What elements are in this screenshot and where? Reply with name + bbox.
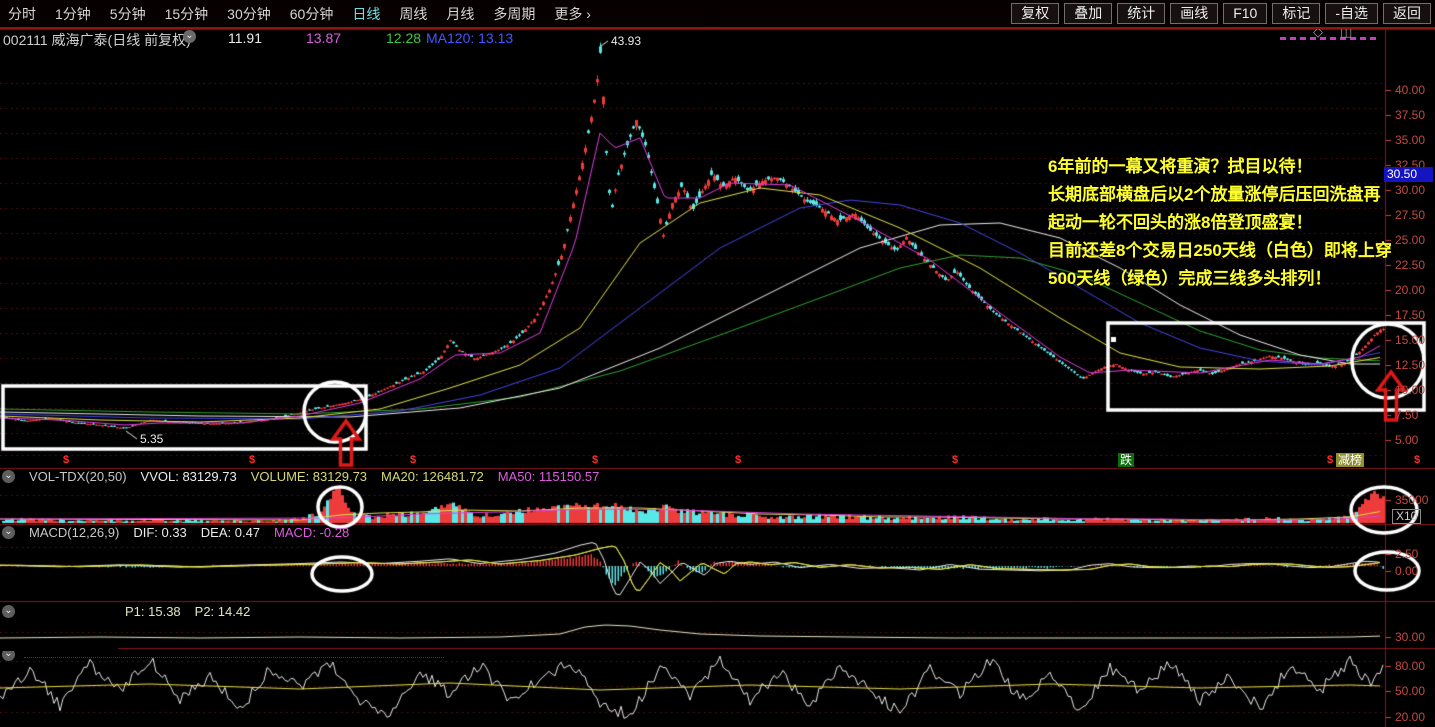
- y-axis-label: 2.50: [1395, 547, 1419, 561]
- dividend-marker-icon: $: [592, 454, 599, 466]
- close-value: 11.91: [228, 30, 262, 46]
- back-button[interactable]: 返回: [1383, 3, 1431, 24]
- y-axis-label: 30.00: [1395, 630, 1426, 644]
- note-line: 长期底部横盘后以2个放量涨停后压回洗盘再: [1048, 185, 1381, 204]
- tab-more[interactable]: 更多 ›: [554, 5, 591, 22]
- y-axis-label: 80.00: [1395, 659, 1426, 673]
- stats-button[interactable]: 统计: [1117, 3, 1166, 24]
- toolbar-buttons: 复权 叠加 统计 画线 F10 标记 -自选 返回: [1011, 3, 1435, 24]
- y-axis-label: 7.50: [1395, 408, 1419, 422]
- vol-ma50-value: MA50: 115150.57: [497, 469, 600, 484]
- y-axis-label: 20.00: [1395, 710, 1426, 724]
- tab-30min[interactable]: 30分钟: [227, 5, 271, 22]
- tab-weekly[interactable]: 周线: [399, 5, 428, 22]
- tab-5min[interactable]: 5分钟: [109, 5, 146, 22]
- drawline-button[interactable]: 画线: [1170, 3, 1219, 24]
- y-axis-label: 12.50: [1395, 358, 1426, 372]
- y-axis-label: 17.50: [1395, 308, 1426, 322]
- p1-value: P1: 15.38: [125, 604, 181, 619]
- y-axis-label: 5.00: [1395, 433, 1419, 447]
- ma-green-value: 12.28: [386, 30, 422, 46]
- watermark-diamond-icon: ◇: [1313, 24, 1323, 39]
- low-price-label: 5.35: [140, 432, 164, 446]
- note-line: 6年前的一幕又将重演？拭目以待！: [1048, 157, 1313, 176]
- peak-price-label: 43.93: [611, 34, 642, 48]
- chevron-down-icon[interactable]: ⌄: [2, 648, 15, 661]
- y-axis-label: 22.50: [1395, 258, 1426, 272]
- note-line: 500天线（绿色）完成三线多头排列！: [1048, 269, 1332, 288]
- dividend-marker-icon: $: [1327, 454, 1334, 466]
- chevron-down-icon[interactable]: ⌄: [183, 30, 196, 43]
- macd-indicator-name[interactable]: MACD(12,26,9): [29, 525, 120, 540]
- tab-15min[interactable]: 15分钟: [164, 5, 209, 22]
- stock-title[interactable]: 002111 威海广泰(日线 前复权): [3, 32, 191, 48]
- note-line: 目前还差8个交易日250天线（白色）即将上穿: [1048, 241, 1392, 260]
- dividend-marker-icon: $: [63, 454, 70, 466]
- overlay-button[interactable]: 叠加: [1064, 3, 1113, 24]
- p2-value: P2: 14.42: [194, 604, 251, 619]
- tab-fenshi[interactable]: 分时: [8, 5, 36, 22]
- tab-60min[interactable]: 60分钟: [289, 5, 334, 22]
- tab-daily[interactable]: 日线: [352, 5, 381, 22]
- remove-watchlist-button[interactable]: -自选: [1325, 3, 1378, 24]
- note-line: 起动一轮不回头的涨8倍登顶盛宴！: [1048, 213, 1313, 232]
- dividend-marker-icon: $: [1414, 454, 1421, 466]
- dividend-marker-icon: $: [735, 454, 742, 466]
- y-axis-label: 35000: [1395, 493, 1429, 507]
- macd-header: ⌄ MACD(12,26,9) DIF: 0.33 DEA: 0.47 MACD…: [2, 525, 349, 540]
- y-axis-label: 30.00: [1395, 183, 1426, 197]
- redacted-box: [20, 604, 120, 619]
- y-axis-label: 37.50: [1395, 108, 1426, 122]
- period-tabs: 分时 1分钟 5分钟 15分钟 30分钟 60分钟 日线 周线 月线 多周期 更…: [0, 4, 591, 24]
- y-axis-label: 25.00: [1395, 233, 1426, 247]
- redacted-box: [0, 640, 118, 651]
- panel3-header: ⌄ P1: 15.38 P2: 14.42: [2, 604, 250, 619]
- volume-indicator-name[interactable]: VOL-TDX(20,50): [29, 469, 127, 484]
- dividend-marker-icon: $: [249, 454, 256, 466]
- event-badge-reduce: 减榜: [1336, 453, 1365, 467]
- watermark-redacted: [1280, 37, 1376, 40]
- y-axis-label: 35.00: [1395, 133, 1426, 147]
- vvol-value: VVOL: 83129.73: [140, 469, 237, 484]
- tab-multi-period[interactable]: 多周期: [493, 5, 536, 22]
- chevron-down-icon[interactable]: ⌄: [2, 605, 15, 618]
- dividend-marker-icon: $: [410, 454, 417, 466]
- volume-scale-x10: X10: [1392, 509, 1422, 524]
- y-axis-label: 40.00: [1395, 83, 1426, 97]
- y-axis-label: 27.50: [1395, 208, 1426, 222]
- fuquan-button[interactable]: 复权: [1011, 3, 1060, 24]
- commentary-note: 6年前的一幕又将重演？拭目以待！ 长期底部横盘后以2个放量涨停后压回洗盘再 起动…: [1048, 153, 1393, 293]
- toolbar: 分时 1分钟 5分钟 15分钟 30分钟 60分钟 日线 周线 月线 多周期 更…: [0, 0, 1435, 29]
- redacted-remnant: [24, 657, 444, 658]
- ma-magenta-value: 13.87: [306, 30, 342, 46]
- y-axis-label: 15.00: [1395, 333, 1426, 347]
- stock-info-bar: 002111 威海广泰(日线 前复权) ⌄ 11.91 13.87 12.28 …: [0, 30, 900, 48]
- volume-header: ⌄ VOL-TDX(20,50) VVOL: 83129.73 VOLUME: …: [2, 469, 599, 484]
- price-tag: 30.50: [1384, 167, 1433, 182]
- ma120-value: MA120: 13.13: [426, 30, 514, 46]
- tab-1min[interactable]: 1分钟: [55, 5, 91, 22]
- macd-value: MACD: -0.28: [274, 525, 350, 540]
- dividend-marker-icon: $: [952, 454, 959, 466]
- tab-monthly[interactable]: 月线: [446, 5, 475, 22]
- y-axis-label: 10.00: [1395, 383, 1426, 397]
- chevron-down-icon[interactable]: ⌄: [2, 470, 15, 483]
- y-axis-label: 20.00: [1395, 283, 1426, 297]
- volume-value: VOLUME: 83129.73: [250, 469, 368, 484]
- dif-value: DIF: 0.33: [133, 525, 187, 540]
- f10-button[interactable]: F10: [1223, 3, 1268, 24]
- vol-ma20-value: MA20: 126481.72: [381, 469, 484, 484]
- chevron-down-icon[interactable]: ⌄: [2, 526, 15, 539]
- y-axis-label: 0.00: [1395, 564, 1419, 578]
- panel4-header: ⌄: [2, 648, 15, 661]
- event-badge-fall: 跌: [1118, 453, 1135, 467]
- dea-value: DEA: 0.47: [200, 525, 261, 540]
- mark-button[interactable]: 标记: [1272, 3, 1321, 24]
- y-axis-label: 50.00: [1395, 684, 1426, 698]
